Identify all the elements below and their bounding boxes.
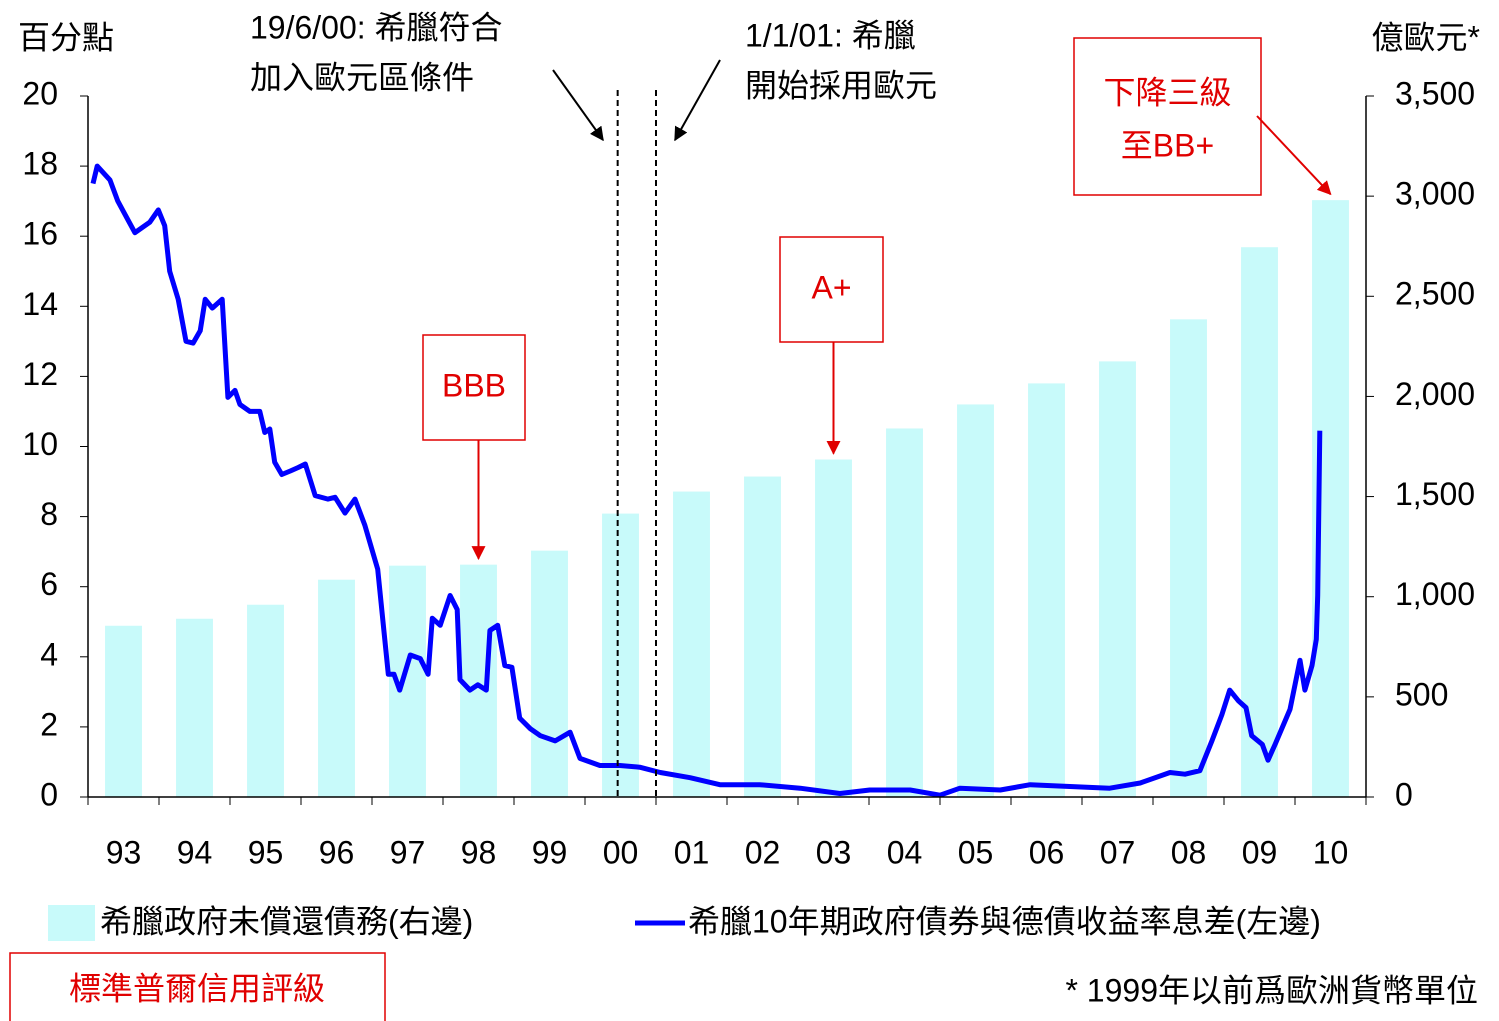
bar (815, 459, 852, 797)
x-tick-label: 97 (390, 834, 426, 870)
rating-box (779, 236, 884, 343)
y-tick-label: 0 (40, 776, 58, 812)
x-tick-label: 04 (887, 834, 923, 870)
ratings-title: 標準普爾信用評級 (69, 970, 325, 1006)
bar (1028, 383, 1065, 797)
y2-tick-label: 1,000 (1395, 576, 1475, 612)
bar (602, 513, 639, 797)
rating-arrow (1256, 115, 1332, 196)
x-tick-label: 98 (461, 834, 497, 870)
ratings-box (9, 952, 386, 1021)
x-tick-label: 08 (1171, 834, 1207, 870)
bar (247, 604, 284, 797)
y2-tick-label: 1,500 (1395, 476, 1475, 512)
event-label: 1/1/01: 希臘 (745, 17, 916, 53)
y2-tick-label: 2,000 (1395, 376, 1475, 412)
x-tick-label: 02 (745, 834, 781, 870)
bar (318, 579, 355, 797)
y2-tick-label: 0 (1395, 776, 1413, 812)
y-tick-label: 18 (22, 146, 58, 182)
y-tick-label: 12 (22, 356, 58, 392)
legend-swatch (48, 905, 95, 941)
x-tick-label: 93 (106, 834, 142, 870)
event-label: 19/6/00: 希臘符合 (250, 9, 503, 45)
bar (531, 550, 568, 797)
event-label: 加入歐元區條件 (250, 59, 474, 95)
y-tick-label: 4 (40, 636, 58, 672)
rating-box (1073, 37, 1262, 196)
bar (744, 476, 781, 797)
y-tick-label: 6 (40, 566, 58, 602)
y-tick-label: 10 (22, 426, 58, 462)
x-tick-label: 07 (1100, 834, 1136, 870)
line (90, 163, 1323, 798)
y-tick-label: 20 (22, 75, 58, 111)
x-tick-label: 03 (816, 834, 852, 870)
rating-label: 至BB+ (1121, 127, 1214, 163)
bar (957, 404, 994, 797)
event-arrow (674, 59, 721, 142)
note: * 1999年以前爲歐洲貨幣單位 (1065, 972, 1478, 1008)
y-axis-title: 百分點 (18, 19, 114, 55)
rating-label: A+ (811, 269, 851, 305)
y2-axis-title: 億歐元* (1372, 19, 1480, 55)
y2-tick-label: 3,000 (1395, 176, 1475, 212)
y2-tick-label: 2,500 (1395, 276, 1475, 312)
bar (1099, 361, 1136, 797)
event-label: 開始採用歐元 (745, 67, 937, 103)
legend-label: 希臘政府未償還債務(右邊) (100, 903, 473, 939)
x-tick-label: 94 (177, 834, 213, 870)
legend-label: 希臘10年期政府債券與德債收益率息差(左邊) (688, 903, 1321, 939)
x-tick-label: 01 (674, 834, 710, 870)
x-tick-label: 95 (248, 834, 284, 870)
rating-label: BBB (442, 367, 506, 403)
bar (673, 491, 710, 797)
rating-box (422, 334, 526, 441)
rating-label: 下降三級 (1103, 74, 1231, 110)
x-tick-label: 96 (319, 834, 355, 870)
x-tick-label: 99 (532, 834, 568, 870)
y-tick-label: 16 (22, 216, 58, 252)
y-tick-label: 14 (22, 286, 58, 322)
event-arrow (552, 69, 604, 142)
x-tick-label: 05 (958, 834, 994, 870)
y-tick-label: 8 (40, 496, 58, 532)
x-tick-label: 09 (1242, 834, 1278, 870)
y2-tick-label: 3,500 (1395, 75, 1475, 111)
bar (1170, 319, 1207, 797)
x-tick-label: 06 (1029, 834, 1065, 870)
y2-tick-label: 500 (1395, 676, 1448, 712)
x-tick-label: 10 (1313, 834, 1349, 870)
bar (886, 428, 923, 797)
bar (460, 564, 497, 797)
y-tick-label: 2 (40, 706, 58, 742)
x-tick-label: 00 (603, 834, 639, 870)
bar (105, 625, 142, 797)
bar (176, 618, 213, 797)
